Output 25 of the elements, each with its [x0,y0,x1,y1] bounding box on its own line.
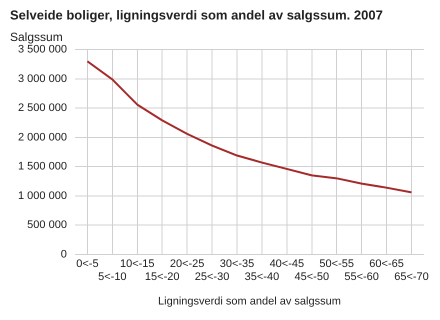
x-tick-label: 65<-70 [394,271,429,284]
x-tick-label: 60<-65 [369,258,404,270]
x-tick-label: 50<-55 [319,258,354,270]
x-tick-label: 40<-45 [270,258,304,270]
y-axis-title: Salgssum [10,30,63,44]
x-tick-label: 25<-30 [194,271,230,284]
x-tick-label: 20<-25 [170,258,204,270]
y-tick-label: 2 000 000 [18,131,67,144]
y-tick-label: 1 000 000 [18,190,67,202]
x-tick-label: 15<-20 [144,271,180,284]
y-tick-label: 500 000 [27,219,67,232]
x-tick-label: 35<-40 [244,271,280,284]
x-tick-label: 5<-10 [98,271,127,284]
y-tick-label: 0 [60,248,67,260]
x-axis-title: Ligningsverdi som andel av salgssum [158,295,341,308]
x-tick-label: 0<-5 [76,258,99,270]
x-tick-label: 55<-60 [344,271,379,284]
x-tick-label: 45<-50 [294,271,330,284]
y-tick-label: 3 500 000 [18,44,67,56]
y-tick-label: 1 500 000 [18,160,67,173]
y-tick-label: 2 500 000 [18,102,67,114]
y-tick-label: 3 000 000 [18,72,67,85]
x-tick-label: 10<-15 [120,258,155,270]
chart-title: Selveide boliger, ligningsverdi som andel av salgssum. 2007 [10,7,383,22]
x-tick-label: 30<-35 [220,258,254,270]
